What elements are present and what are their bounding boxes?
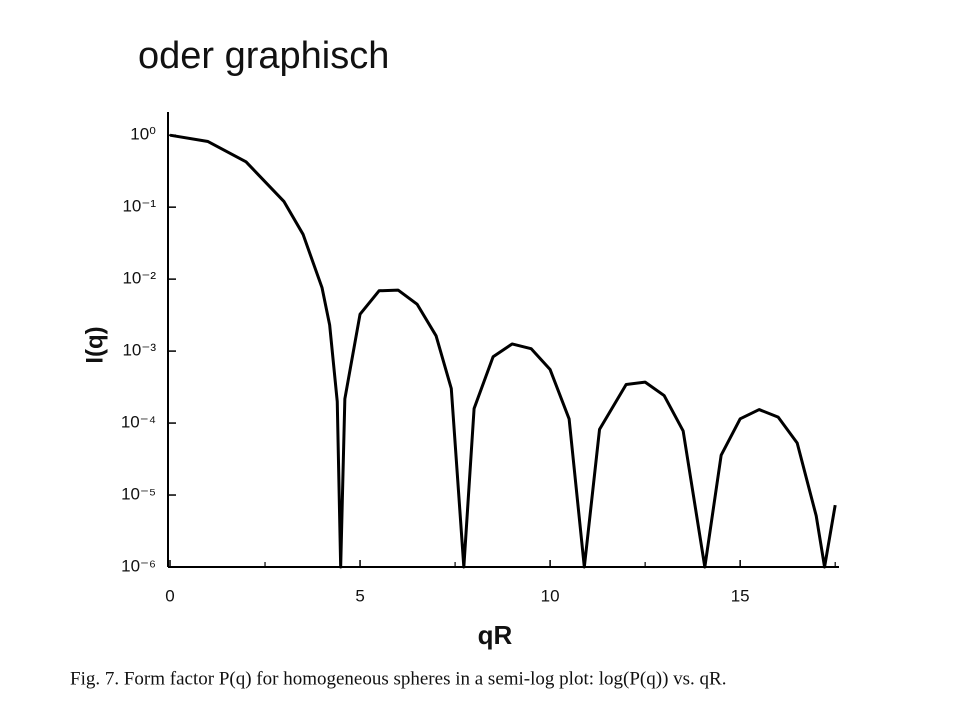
y-axis-label: I(q) [81, 326, 108, 363]
curve [169, 133, 837, 569]
y-tick-label: 10⁻¹ [122, 197, 156, 216]
figure-caption: Fig. 7. Form factor P(q) for homogeneous… [70, 668, 726, 689]
y-tick-label: 10⁻⁴ [121, 413, 156, 432]
x-axis-label: qR [478, 620, 513, 650]
y-tick-label: 10⁰ [130, 125, 156, 144]
slide-heading: oder graphisch [138, 35, 389, 77]
x-tick-label: 15 [731, 586, 750, 605]
y-tick-label: 10⁻⁶ [121, 556, 156, 575]
y-tick-label: 10⁻⁵ [121, 485, 156, 504]
y-tick-label: 10⁻² [122, 269, 156, 288]
y-tick-label: 10⁻³ [122, 341, 156, 360]
x-tick-label: 0 [165, 586, 174, 605]
x-tick-label: 10 [541, 586, 560, 605]
x-tick-label: 5 [355, 586, 364, 605]
